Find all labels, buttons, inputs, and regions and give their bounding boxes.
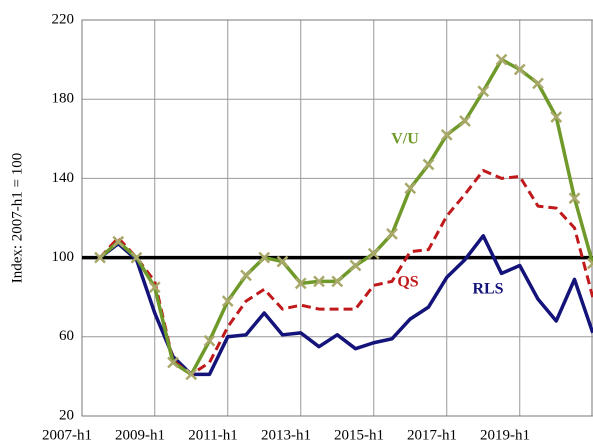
series-label: QS	[397, 274, 418, 291]
series-marker	[367, 247, 380, 260]
x-tick-label: 2009-h1	[115, 427, 165, 443]
x-tick-label: 2015-h1	[334, 427, 384, 443]
series-marker	[112, 235, 125, 248]
series-marker	[404, 182, 417, 195]
series-marker	[203, 334, 216, 347]
series-marker	[276, 255, 289, 268]
series-marker	[167, 356, 179, 369]
series-label: RLS	[472, 281, 503, 298]
x-tick-label: 2007-h1	[42, 427, 92, 443]
series-marker	[331, 275, 344, 288]
series-marker	[477, 85, 490, 98]
x-tick-label: 2017-h1	[407, 427, 457, 443]
series-marker	[568, 192, 581, 205]
y-tick-label: 100	[52, 249, 75, 265]
series-marker	[440, 128, 453, 141]
series-marker	[513, 63, 526, 76]
series-marker	[386, 227, 398, 240]
series-line	[98, 234, 593, 377]
x-tick-label: 2013-h1	[261, 427, 311, 443]
y-axis-label: Index: 2007-h1 = 100	[9, 153, 25, 284]
series-label: V/U	[391, 131, 419, 148]
series-marker	[258, 251, 271, 264]
series-marker	[185, 368, 198, 381]
x-tick-label: 2011-h1	[188, 427, 237, 443]
series-marker	[94, 251, 106, 264]
series-marker	[550, 111, 563, 123]
x-tick-label: 2019-h1	[480, 427, 530, 443]
series-marker	[349, 259, 362, 272]
y-tick-label: 180	[52, 91, 75, 107]
series-marker	[422, 158, 435, 171]
series-marker	[313, 275, 325, 288]
y-tick-label: 20	[59, 407, 74, 423]
series-marker	[532, 77, 544, 90]
y-tick-label: 220	[52, 11, 75, 27]
series-marker	[130, 251, 143, 264]
series-marker	[294, 277, 307, 290]
series-marker	[495, 53, 508, 66]
series-marker	[459, 115, 471, 127]
plot-border	[81, 19, 593, 417]
series-marker	[240, 269, 252, 282]
series-line	[98, 57, 593, 377]
y-tick-label: 60	[59, 328, 74, 344]
y-tick-label: 140	[52, 170, 75, 186]
series-marker	[148, 281, 161, 294]
series-marker	[221, 295, 234, 308]
